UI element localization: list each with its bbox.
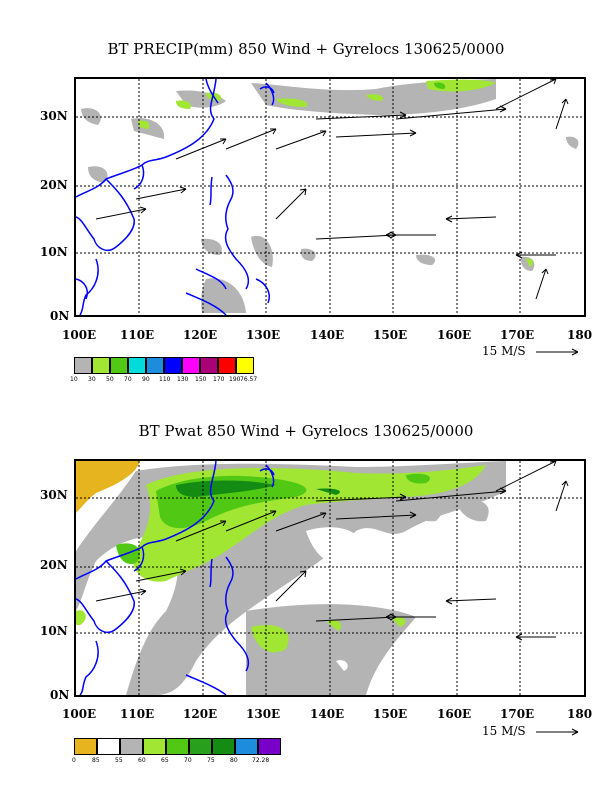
- p2-coastlines: [76, 461, 275, 695]
- p2-gridlines: [76, 461, 584, 695]
- p1-colorbar: [74, 357, 254, 374]
- p2-cb-swatch: [235, 738, 258, 755]
- p1-cb-swatch: [182, 357, 200, 374]
- p1-wind-vectors: [95, 79, 569, 300]
- p2-lon-140e: 140E: [310, 707, 345, 721]
- p1-lon-150e: 150E: [373, 328, 408, 342]
- p1-lon-180: 180: [567, 328, 593, 342]
- p1-lon-110e: 110E: [120, 328, 155, 342]
- p1-lon-170e: 170E: [500, 328, 535, 342]
- p1-cb-swatch: [128, 357, 146, 374]
- p1-gridlines: [76, 79, 584, 315]
- p1-ref-vector-label: 15 M/S: [482, 344, 526, 358]
- p2-ref-vector-label: 15 M/S: [482, 724, 526, 738]
- p2-map: [74, 459, 586, 697]
- p2-cb-swatch: [166, 738, 189, 755]
- p2-cb-label: 80: [230, 757, 238, 764]
- p2-lon-130e: 130E: [246, 707, 281, 721]
- p2-colorbar: [74, 738, 281, 755]
- p2-lat-10n: 10N: [40, 624, 68, 638]
- p2-cb-swatch: [189, 738, 212, 755]
- p1-cb-label: 50: [106, 376, 114, 383]
- p1-lat-10n: 10N: [40, 245, 68, 259]
- p1-cb-label: 190: [229, 376, 241, 383]
- p2-cb-label: 70: [184, 757, 192, 764]
- p2-pwat-shading: [76, 461, 506, 695]
- p1-precip-shading: [81, 79, 579, 313]
- p1-cb-label: 150: [195, 376, 207, 383]
- p1-cb-swatch: [218, 357, 236, 374]
- p1-cb-swatch: [110, 357, 128, 374]
- p1-cb-label: 110: [159, 376, 171, 383]
- p1-lon-130e: 130E: [246, 328, 281, 342]
- p1-map: [74, 77, 586, 317]
- p2-cb-label: 65: [161, 757, 169, 764]
- p2-lon-170e: 170E: [500, 707, 535, 721]
- p2-lon-180: 180: [567, 707, 593, 721]
- p2-cb-swatch: [97, 738, 120, 755]
- p2-lon-150e: 150E: [373, 707, 408, 721]
- p2-cb-swatch: [212, 738, 235, 755]
- p2-lon-100e: 100E: [62, 707, 97, 721]
- p2-cb-swatch: [143, 738, 166, 755]
- p1-cb-swatch: [92, 357, 110, 374]
- p2-ref-vector-arrow: [536, 728, 579, 736]
- p1-cb-label: 70: [124, 376, 132, 383]
- p2-wind-vectors: [95, 461, 569, 641]
- p1-ref-vector-arrow: [536, 348, 579, 356]
- p2-cb-label: 75: [207, 757, 215, 764]
- p2-lon-110e: 110E: [120, 707, 155, 721]
- p2-cb-label: 60: [138, 757, 146, 764]
- p2-cb-swatch: [74, 738, 97, 755]
- p1-cb-swatch: [146, 357, 164, 374]
- p1-coastlines: [76, 79, 275, 315]
- p2-cb-label: 72.28: [252, 757, 270, 764]
- p1-cb-label: 30: [88, 376, 96, 383]
- p2-lon-120e: 120E: [183, 707, 218, 721]
- p2-map-canvas: [76, 461, 584, 695]
- p1-lat-0n: 0N: [50, 309, 70, 323]
- p2-lon-160e: 160E: [437, 707, 472, 721]
- p1-cb-swatch: [164, 357, 182, 374]
- p1-lon-120e: 120E: [183, 328, 218, 342]
- p2-cb-label: 55: [115, 757, 123, 764]
- p1-lat-20n: 20N: [40, 178, 68, 192]
- panel2-title: BT Pwat 850 Wind + Gyrelocs 130625/0000: [138, 422, 474, 440]
- p1-lat-30n: 30N: [40, 109, 68, 123]
- p1-cb-swatch: [74, 357, 92, 374]
- p1-cb-label: 170: [213, 376, 225, 383]
- p1-cb-swatch: [200, 357, 218, 374]
- p1-lon-140e: 140E: [310, 328, 345, 342]
- p2-cb-label: 0: [72, 757, 76, 764]
- p2-lat-20n: 20N: [40, 558, 68, 572]
- p2-cb-swatch: [258, 738, 281, 755]
- p1-cb-label: 76.57: [240, 376, 258, 383]
- p1-cb-label: 90: [142, 376, 150, 383]
- p2-cb-swatch: [120, 738, 143, 755]
- panel1-title: BT PRECIP(mm) 850 Wind + Gyrelocs 130625…: [107, 40, 505, 58]
- p1-map-canvas: [76, 79, 584, 315]
- p1-cb-swatch: [236, 357, 254, 374]
- p2-lat-0n: 0N: [50, 688, 70, 702]
- p2-cb-label: 85: [92, 757, 100, 764]
- p1-cb-label: 130: [177, 376, 189, 383]
- p2-lat-30n: 30N: [40, 488, 68, 502]
- p1-lon-160e: 160E: [437, 328, 472, 342]
- p1-cb-label: 10: [70, 376, 78, 383]
- p1-lon-100e: 100E: [62, 328, 97, 342]
